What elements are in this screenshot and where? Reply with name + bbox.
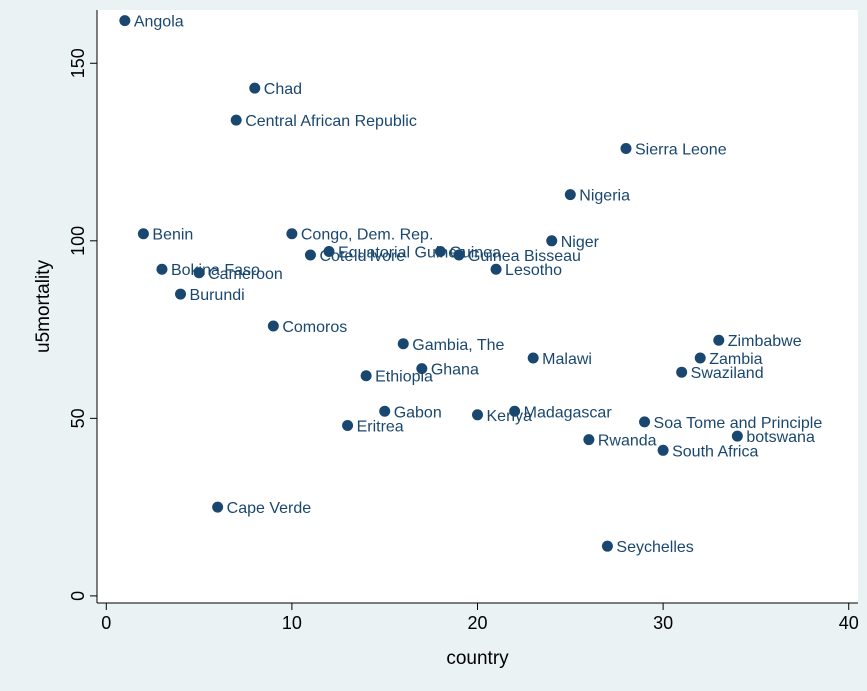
data-point-label: botswana: [746, 429, 815, 446]
data-point: [639, 416, 651, 428]
data-point-label: Ghana: [431, 362, 479, 379]
data-point-label: Burundi: [190, 287, 245, 304]
data-point-label: Zimbabwe: [728, 333, 802, 350]
data-point-label: Zambia: [709, 351, 762, 368]
x-tick-label: 0: [101, 613, 111, 633]
data-point: [156, 263, 168, 275]
data-point: [620, 142, 632, 154]
data-point: [286, 228, 298, 240]
data-point: [564, 189, 576, 201]
data-point-label: Soa Tome and Principle: [654, 415, 823, 432]
x-ticks: 0 10 20 30 40: [101, 603, 859, 633]
data-point: [119, 15, 131, 27]
y-tick-label: 100: [68, 226, 88, 256]
data-point-label: Chad: [264, 81, 302, 98]
data-point-label: Nigeria: [579, 188, 630, 205]
data-point-label: Cape Verde: [227, 500, 312, 517]
x-tick-label: 10: [282, 613, 302, 633]
data-point-label: Kenya: [487, 408, 532, 425]
data-point-label: Benin: [152, 227, 193, 244]
data-point: [397, 338, 409, 350]
x-tick-label: 20: [467, 613, 487, 633]
data-point: [323, 245, 335, 257]
data-point: [379, 405, 391, 417]
y-tick-label: 0: [68, 591, 88, 601]
data-point: [546, 235, 558, 247]
data-point-label: Guinea Bisseau: [468, 248, 581, 265]
data-point-label: Gambia, The: [412, 337, 504, 354]
data-point: [657, 444, 669, 456]
data-point-label: Central African Republic: [245, 113, 417, 130]
x-tick-label: 40: [839, 613, 859, 633]
data-point: [230, 114, 242, 126]
data-point-label: Equatorial Guinea: [338, 244, 466, 261]
data-point-label: South Africa: [672, 443, 758, 460]
data-point: [731, 430, 743, 442]
x-axis-title: country: [446, 648, 509, 669]
data-point: [249, 82, 261, 94]
data-point-label: Madagascar: [524, 404, 613, 421]
data-point-label: Cameroon: [208, 266, 283, 283]
data-point: [676, 366, 688, 378]
data-point: [490, 263, 502, 275]
data-point-label: Niger: [561, 234, 600, 251]
y-ticks: 0 50 100 150: [68, 48, 97, 601]
data-point: [527, 352, 539, 364]
data-point: [360, 370, 372, 382]
y-axis-title: u5mortality: [33, 260, 54, 353]
data-point: [694, 352, 706, 364]
data-point-label: Bokina Faso: [171, 262, 260, 279]
data-point: [267, 320, 279, 332]
data-point: [193, 267, 205, 279]
axes: 0 10 20 30 40 0 50 100 150: [68, 10, 859, 633]
data-point-label: Eritrea: [357, 418, 404, 435]
data-point-label: Congo, Dem. Rep.: [301, 227, 434, 244]
data-point: [509, 405, 521, 417]
data-point-label: Comoros: [282, 319, 347, 336]
data-point: [601, 540, 613, 552]
data-point: [713, 334, 725, 346]
data-point-label: Cote d'Ivore: [319, 248, 405, 265]
data-point: [416, 363, 428, 375]
y-tick-label: 50: [68, 408, 88, 428]
data-point: [212, 501, 224, 513]
data-point: [342, 419, 354, 431]
data-point-label: Seychelles: [616, 539, 693, 556]
data-point: [583, 434, 595, 446]
data-point-label: Rwanda: [598, 433, 657, 450]
data-point-label: Malawi: [542, 351, 592, 368]
data-point-label: Gabon: [394, 404, 442, 421]
data-point-label: Sierra Leone: [635, 141, 727, 158]
data-point: [434, 245, 446, 257]
data-points: Angola Benin Bokina Faso Burundi Cameroon Cap…: [119, 14, 823, 556]
x-tick-label: 30: [653, 613, 673, 633]
data-point: [472, 409, 483, 421]
y-tick-label: 150: [68, 48, 88, 78]
plot-region: [97, 10, 858, 603]
data-point-label: Swaziland: [691, 365, 764, 382]
data-point: [304, 249, 316, 261]
data-point: [453, 249, 465, 261]
data-point: [175, 288, 187, 300]
data-point-label: Lesotho: [505, 262, 562, 279]
data-point-label: Angola: [134, 14, 184, 31]
data-point: [137, 228, 149, 240]
